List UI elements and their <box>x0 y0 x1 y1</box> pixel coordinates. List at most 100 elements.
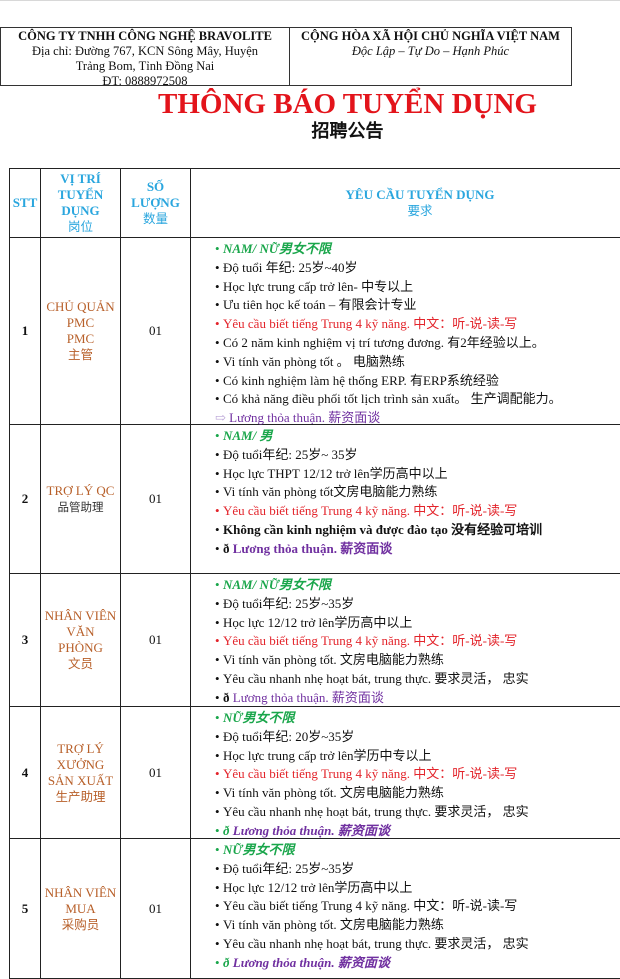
header-position-zh: 岗位 <box>67 219 93 234</box>
row-position: NHÂN VIÊN VĂN PHÒNG 文员 <box>40 574 120 706</box>
requirement-text: Độ tuổi 年纪: 25岁~40岁 <box>223 259 358 275</box>
bullet-icon: • <box>215 297 220 313</box>
requirement-text: Có khả năng điều phối tốt lịch trình sản… <box>223 391 562 407</box>
requirement-text: Học lực THPT 12/12 trở lên学历高中以上 <box>223 465 448 481</box>
bullet-icon: • <box>215 278 220 294</box>
requirement-text: Học lực 12/12 trở lên学历高中以上 <box>223 614 413 630</box>
bullet-icon: • <box>215 935 220 951</box>
table-row: 1 CHỦ QUẢN PMC PMC 主管 01 • NAM/ NỮ男女不限 • Độ tuổi … <box>9 238 620 425</box>
header-stt: STT <box>9 169 40 237</box>
requirement-item: • Học lực trung cấp trở lên学历中专以上 <box>215 747 432 766</box>
requirement-item: • Học lực THPT 12/12 trở lên学历高中以上 <box>215 465 448 484</box>
bullet-icon: • <box>215 803 220 819</box>
requirement-text: NAM/ NỮ男女不限 <box>223 241 331 256</box>
bullet-icon: • <box>215 766 220 782</box>
requirement-item: • Có khả năng điều phối tốt lịch trình sả… <box>215 390 562 409</box>
requirement-text: Yêu cầu biết tiếng Trung 4 kỹ năng. 中文：听… <box>223 503 518 519</box>
row-quantity: 01 <box>120 707 190 838</box>
requirement-item: • NAM/ NỮ男女不限 <box>215 576 331 595</box>
requirement-item: ⇨ Lương thỏa thuận. 薪资面谈 <box>215 409 380 428</box>
bullet-icon: • <box>215 259 220 275</box>
bullet-icon: • <box>215 633 220 649</box>
bullet-icon: • <box>215 689 220 705</box>
position-line: PHÒNG <box>58 640 103 655</box>
requirement-text: Học lực 12/12 trở lên学历高中以上 <box>223 879 413 895</box>
requirement-item: • Vi tính văn phòng tốt. 文房电脑能力熟练 <box>215 784 444 803</box>
requirement-item: • Có kinh nghiệm làm hệ thống ERP. 有ERP系统… <box>215 372 499 391</box>
position-zh: 品管助理 <box>57 500 104 514</box>
requirement-text: Lương thỏa thuận. 薪资面谈 <box>232 822 390 838</box>
bullet-icon: • <box>215 503 220 519</box>
bullet-icon: • <box>215 954 220 970</box>
requirement-item: • Không cần kinh nghiệm và được đào tạo 没… <box>215 521 542 540</box>
top-divider <box>0 0 620 1</box>
position-zh: 采购员 <box>61 916 100 932</box>
requirement-text: Yêu cầu biết tiếng Trung 4 kỹ năng. 中文：听… <box>223 898 518 914</box>
requirement-text: NAM/ NỮ男女不限 <box>223 577 331 592</box>
bullet-icon: • <box>215 316 220 332</box>
bullet-icon: • <box>215 241 220 256</box>
requirement-text: Yêu cầu biết tiếng Trung 4 kỹ năng. 中文：听… <box>223 633 518 649</box>
requirement-text: NỮ男女不限 <box>223 710 295 725</box>
row-position: TRỢ LÝ QC 品管助理 <box>40 425 120 573</box>
requirement-item: • Yêu cầu biết tiếng Trung 4 kỹ năng. 中文：… <box>215 632 517 651</box>
row-requirements: • NAM/ NỮ男女不限 • Độ tuổi 年纪: 25岁~40岁 • Học lực… <box>190 238 620 425</box>
bullet-icon: • <box>215 728 220 744</box>
bullet-icon: • <box>215 540 220 556</box>
position-zh: 文员 <box>67 656 93 671</box>
row-quantity: 01 <box>120 238 190 424</box>
requirement-text: Độ tuổi年纪: 25岁~ 35岁 <box>223 446 358 462</box>
requirement-text: Yêu cầu nhanh nhẹ hoạt bát, trung thực. … <box>223 670 529 686</box>
requirement-text: Yêu cầu biết tiếng Trung 4 kỹ năng. 中文：听… <box>223 316 518 332</box>
requirement-item: • Vi tính văn phòng tốt 。 电脑熟练 <box>215 353 405 372</box>
requirement-text: NỮ男女不限 <box>223 842 295 857</box>
position-line: TRỢ LÝ <box>57 740 104 756</box>
row-position: NHÂN VIÊN MUA 采购员 <box>40 839 120 978</box>
requirement-text: NAM/ 男 <box>223 428 273 443</box>
row-stt: 3 <box>9 574 40 706</box>
requirement-item: • ð Lương thỏa thuận. 薪资面谈 <box>215 822 390 841</box>
bullet-icon: • <box>215 898 220 914</box>
bullet-icon: • <box>215 465 220 481</box>
position-line: PMC <box>66 315 95 330</box>
requirement-text: Độ tuổi年纪: 25岁~35岁 <box>223 595 355 611</box>
row-stt: 2 <box>9 425 40 573</box>
page-subtitle: 招聘公告 <box>311 121 384 142</box>
requirement-item: • Độ tuổi年纪: 25岁~35岁 <box>215 860 354 879</box>
bullet-icon: • <box>215 577 220 592</box>
row-quantity: 01 <box>120 574 190 706</box>
requirement-text: Yêu cầu nhanh nhẹ hoạt bát, trung thực. … <box>223 935 529 951</box>
bullet-icon: • <box>215 391 220 407</box>
requirement-item: • Độ tuổi年纪: 20岁~35岁 <box>215 728 354 747</box>
bullet-icon: • <box>215 670 220 686</box>
national-heading: CỘNG HÒA XÃ HỘI CHỦ NGHĨA VIỆT NAM Độc L… <box>290 28 571 85</box>
salary-marker-icon: ð <box>223 689 233 705</box>
requirement-item: • Yêu cầu biết tiếng Trung 4 kỹ năng. 中文：… <box>215 897 517 916</box>
requirement-text: Vi tính văn phòng tốt文房电脑能力熟练 <box>223 484 438 500</box>
requirement-text: Độ tuổi年纪: 25岁~35岁 <box>223 860 355 876</box>
position-line: XƯỞNG <box>56 756 105 772</box>
requirement-item: • Yêu cầu biết tiếng Trung 4 kỹ năng. 中文：… <box>215 315 517 334</box>
country-name: CỘNG HÒA XÃ HỘI CHỦ NGHĨA VIỆT NAM <box>301 29 560 43</box>
requirement-item: • Yêu cầu nhanh nhẹ hoạt bát, trung thực.… <box>215 670 529 689</box>
row-requirements: • NỮ男女不限 • Độ tuổi年纪: 20岁~35岁 • Học lực trung… <box>190 707 620 838</box>
requirement-text: Độ tuổi年纪: 20岁~35岁 <box>223 728 355 744</box>
header-quantity-line: LƯỢNG <box>131 195 180 210</box>
bullet-icon: • <box>215 785 220 801</box>
table-row: 5 NHÂN VIÊN MUA 采购员 01 • NỮ男女不限 • Độ tuổi年纪: 25岁… <box>9 839 620 979</box>
header-quantity: SỐ LƯỢNG 数量 <box>120 169 190 237</box>
requirement-item: • Học lực 12/12 trở lên学历高中以上 <box>215 614 412 633</box>
requirement-item: • Học lực trung cấp trở lên- 中专以上 <box>215 278 413 297</box>
requirement-text: Lương thỏa thuận. 薪资面谈 <box>232 954 390 970</box>
bullet-icon: • <box>215 652 220 668</box>
header-position-line: DỤNG <box>61 203 100 218</box>
position-zh: 主管 <box>67 347 93 362</box>
company-address-line2: Trảng Bom, Tỉnh Đồng Nai <box>75 59 215 73</box>
row-quantity: 01 <box>120 425 190 573</box>
requirement-item: • Vi tính văn phòng tốt. 文房电脑能力熟练 <box>215 651 444 670</box>
bullet-icon: • <box>215 614 220 630</box>
position-line: NHÂN VIÊN <box>44 884 117 900</box>
requirement-text: Học lực trung cấp trở lên学历中专以上 <box>223 747 432 763</box>
requirement-text: Có kinh nghiệm làm hệ thống ERP. 有ERP系统经… <box>223 372 499 388</box>
row-position: TRỢ LÝ XƯỞNG SẢN XUẤT 生产助理 <box>40 707 120 838</box>
